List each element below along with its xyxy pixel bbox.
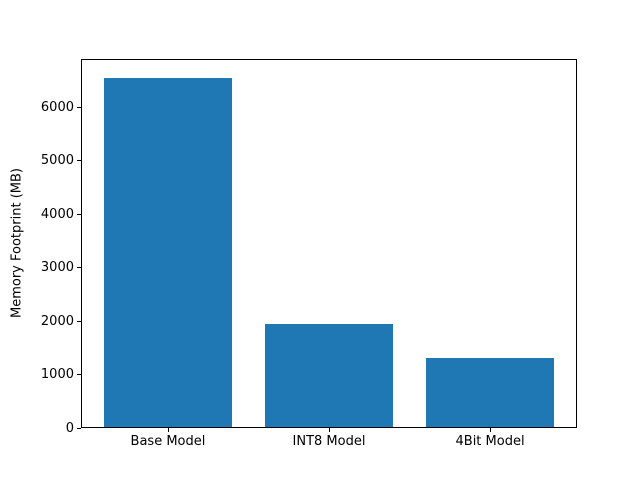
y-tick-mark <box>77 427 81 429</box>
plot-area <box>81 59 577 428</box>
y-tick-label: 2000 <box>40 313 74 329</box>
x-tick-label: 4Bit Model <box>455 434 525 449</box>
bar-int8-model <box>264 323 394 427</box>
bar-base-model <box>103 77 233 427</box>
y-tick-mark <box>77 374 81 376</box>
y-tick-label: 6000 <box>40 99 74 115</box>
y-tick-label: 0 <box>65 420 74 436</box>
y-axis-label: Memory Footprint (MB) <box>9 168 25 318</box>
x-tick-mark <box>490 428 492 432</box>
y-tick-mark <box>77 320 81 322</box>
x-tick-label: Base Model <box>130 434 206 449</box>
x-tick-label: INT8 Model <box>292 434 366 449</box>
y-tick-label: 3000 <box>40 260 74 276</box>
y-tick-mark <box>77 267 81 269</box>
bar-4bit-model <box>425 358 555 427</box>
y-tick-mark <box>77 213 81 215</box>
y-tick-label: 1000 <box>40 367 74 383</box>
y-tick-label: 5000 <box>40 153 74 169</box>
y-tick-label: 4000 <box>40 206 74 222</box>
x-tick-mark <box>167 428 169 432</box>
y-tick-mark <box>77 106 81 108</box>
x-tick-mark <box>329 428 330 432</box>
y-tick-mark <box>77 160 81 162</box>
